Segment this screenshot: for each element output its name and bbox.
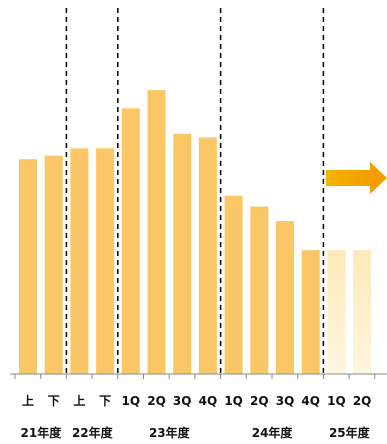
fiscal-year-label: 22年度 bbox=[72, 425, 114, 440]
category-label: 下 bbox=[48, 394, 60, 408]
bar bbox=[276, 221, 294, 374]
axis-ticks-group bbox=[14, 374, 376, 379]
category-label: 1Q bbox=[224, 394, 243, 408]
category-label: 上 bbox=[73, 393, 85, 408]
category-label: 3Q bbox=[276, 394, 295, 408]
bar bbox=[301, 250, 320, 374]
group-labels-group: 21年度 22年度 23年度 24年度 25年度 bbox=[21, 425, 371, 440]
bar bbox=[19, 159, 37, 374]
category-label: 上 bbox=[22, 393, 34, 408]
bar bbox=[96, 148, 115, 374]
category-label: 3Q bbox=[173, 394, 192, 408]
bar bbox=[173, 133, 192, 374]
fiscal-year-label: 23年度 bbox=[149, 425, 191, 440]
bar bbox=[147, 90, 166, 374]
bar bbox=[250, 206, 269, 374]
forecast-bar bbox=[353, 250, 372, 374]
fiscal-year-label: 24年度 bbox=[252, 425, 294, 440]
dividers-group bbox=[65, 8, 325, 374]
category-label: 下 bbox=[99, 394, 111, 408]
bar bbox=[70, 148, 89, 374]
category-label: 4Q bbox=[199, 394, 218, 408]
bars-group bbox=[19, 90, 372, 375]
fiscal-year-label: 21年度 bbox=[21, 425, 63, 440]
category-label: 2Q bbox=[250, 394, 269, 408]
bar bbox=[121, 108, 140, 375]
category-label: 1Q bbox=[122, 394, 141, 408]
category-labels-group: 上下上下 1Q 2Q 3Q 4Q 1Q 2Q 3Q 4Q 1Q 2Q bbox=[22, 393, 371, 408]
category-label: 1Q bbox=[327, 394, 346, 408]
bar bbox=[44, 155, 63, 374]
fiscal-year-label: 25年度 bbox=[329, 425, 371, 440]
bar bbox=[198, 137, 217, 374]
category-label: 2Q bbox=[353, 394, 372, 408]
category-label: 4Q bbox=[301, 394, 320, 408]
category-label: 2Q bbox=[147, 394, 166, 408]
bar bbox=[224, 195, 243, 374]
forecast-bar bbox=[327, 250, 346, 374]
right-arrow-icon bbox=[326, 162, 387, 194]
